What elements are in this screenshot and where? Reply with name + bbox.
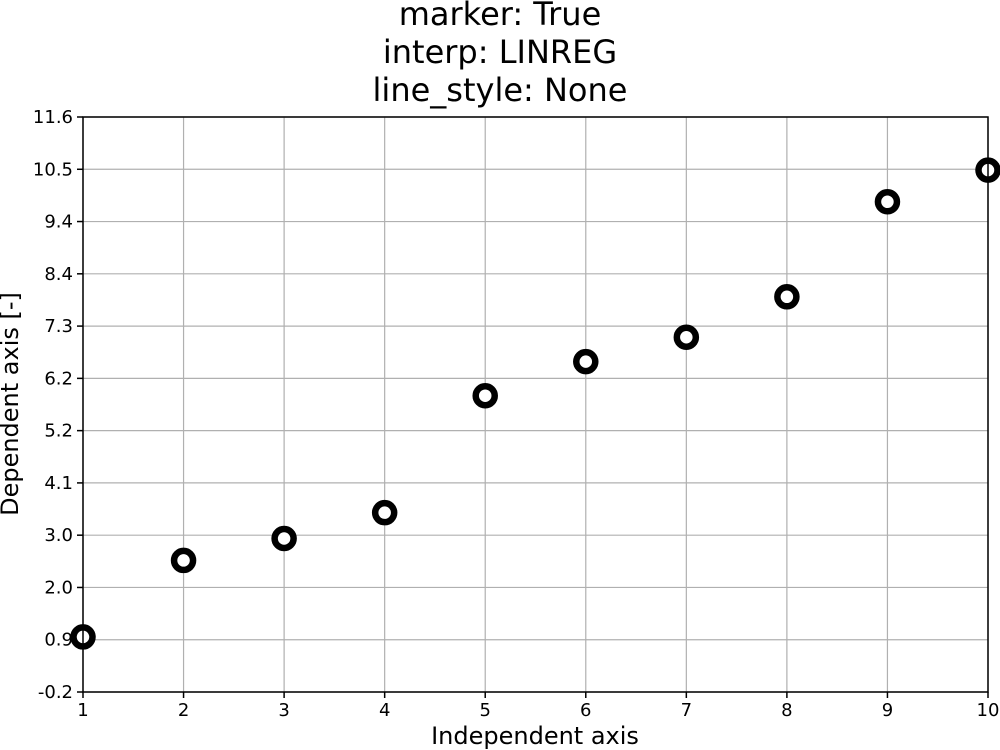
y-tick-label: 10.5 — [33, 159, 73, 180]
x-tick-label: 8 — [781, 700, 792, 721]
y-tick-label: 5.2 — [44, 421, 73, 442]
data-point — [271, 525, 297, 552]
data-point — [774, 284, 800, 310]
x-tick-labels: 1 2 3 4 5 6 7 8 9 10 — [77, 700, 999, 721]
y-tick-label: 2.0 — [44, 577, 73, 598]
y-axis-label: Dependent axis [-] — [0, 292, 24, 516]
y-tick-label: 4.1 — [44, 473, 73, 494]
x-tick-label: 2 — [178, 700, 189, 721]
data-point — [573, 348, 599, 375]
data-points — [70, 157, 1000, 650]
y-tick-labels: -0.2 0.9 2.0 3.0 4.1 5.2 6.2 7.3 8.4 9.4 10.5 11.6 — [33, 107, 73, 703]
y-tick-label: -0.2 — [38, 682, 73, 703]
title-line-2: interp: LINREG — [383, 33, 617, 71]
tick-marks — [77, 116, 989, 698]
data-point — [673, 324, 700, 351]
title-line-1: marker: True — [399, 0, 602, 33]
data-point — [371, 499, 398, 526]
x-tick-label: 9 — [882, 700, 893, 721]
x-axis-label: Independent axis — [431, 722, 639, 750]
x-tick-label: 3 — [278, 700, 289, 721]
y-tick-label: 7.3 — [44, 316, 73, 337]
y-tick-label: 0.9 — [44, 630, 73, 651]
grid-lines — [82, 116, 989, 693]
x-tick-label: 10 — [977, 700, 1000, 721]
plot-frame — [82, 116, 989, 693]
x-tick-label: 7 — [681, 700, 692, 721]
chart-title: marker: True interp: LINREG line_style: … — [373, 0, 628, 109]
x-tick-label: 4 — [379, 700, 390, 721]
data-point — [472, 382, 498, 409]
y-tick-label: 8.4 — [44, 264, 73, 285]
x-tick-label: 5 — [479, 700, 490, 721]
y-tick-label: 6.2 — [44, 368, 73, 389]
y-tick-label: 11.6 — [33, 107, 73, 128]
data-point — [874, 189, 901, 215]
y-tick-label: 9.4 — [44, 212, 73, 233]
x-tick-label: 1 — [77, 700, 88, 721]
data-point — [170, 547, 197, 574]
title-line-3: line_style: None — [373, 71, 628, 109]
x-tick-label: 6 — [580, 700, 591, 721]
y-tick-label: 3.0 — [44, 525, 73, 546]
